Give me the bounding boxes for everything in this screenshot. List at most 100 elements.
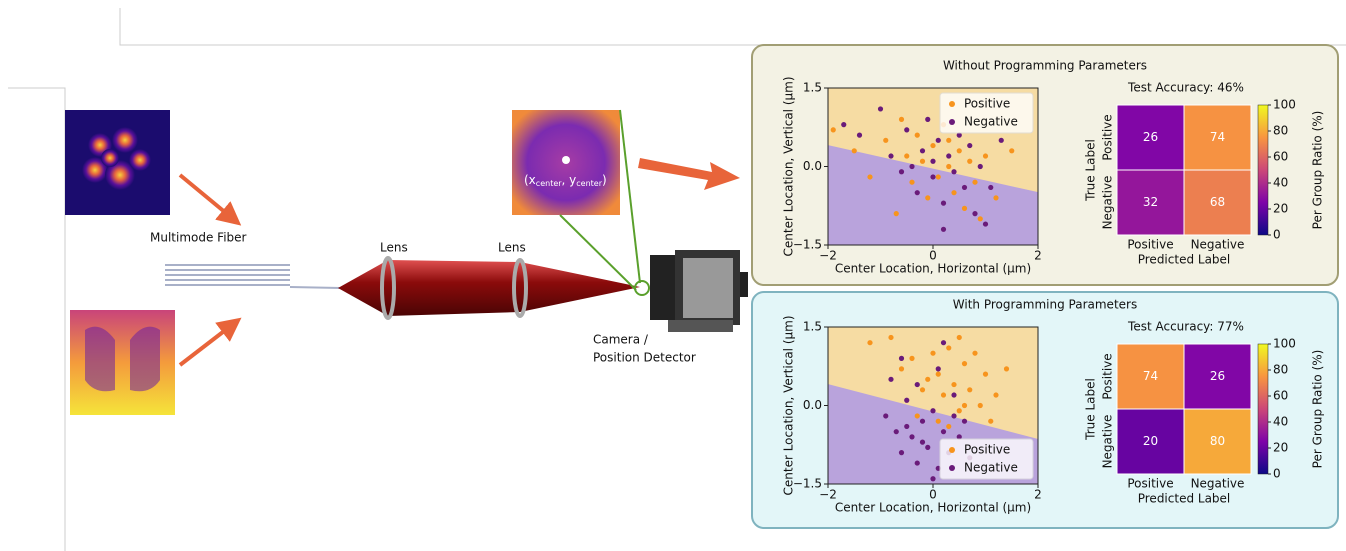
colorbar-label: Per Group Ratio (%) [1311, 111, 1325, 230]
x-tick-label: 2 [1034, 249, 1042, 263]
point [957, 335, 962, 340]
point [867, 174, 872, 179]
colorbar-tick-label: 40 [1273, 176, 1288, 190]
inset-label-part: ) [602, 173, 607, 187]
cell-label: 68 [1210, 195, 1225, 209]
legend-label: Negative [964, 115, 1018, 129]
legend-marker [949, 447, 955, 453]
point [904, 398, 909, 403]
point [962, 185, 967, 190]
point [915, 413, 920, 418]
point [972, 211, 977, 216]
colorbar [1258, 344, 1268, 474]
cell-label: 20 [1143, 434, 1158, 448]
inset-label-part: (x [524, 173, 536, 187]
y-tick-label: −1.5 [793, 238, 822, 252]
point [936, 419, 941, 424]
point [951, 169, 956, 174]
point [957, 408, 962, 413]
point [904, 127, 909, 132]
point [899, 450, 904, 455]
point [978, 164, 983, 169]
colorbar-tick-label: 0 [1273, 228, 1281, 242]
point [936, 366, 941, 371]
point [831, 127, 836, 132]
point [962, 419, 967, 424]
fiber-bundle [165, 265, 340, 288]
row-label: Negative [1101, 415, 1115, 469]
point [946, 164, 951, 169]
center-dot [562, 156, 570, 164]
point [915, 133, 920, 138]
matrix-xlabel: Predicted Label [1138, 253, 1231, 267]
y-axis-label: Center Location, Vertical (μm) [782, 315, 796, 495]
matrix-title: Test Accuracy: 77% [1127, 320, 1244, 334]
frame-line [120, 8, 1346, 45]
y-tick-label: 0.0 [803, 398, 822, 412]
big-arrow [638, 158, 740, 190]
point [946, 138, 951, 143]
col-label: Positive [1127, 477, 1173, 491]
legend-label: Positive [964, 443, 1010, 457]
colorbar-tick-label: 80 [1273, 363, 1288, 377]
matrix-ylabel: True Label [1084, 139, 1098, 202]
fiber-label: Multimode Fiber [150, 231, 247, 245]
legend-marker [949, 119, 955, 125]
y-tick-label: 0.0 [803, 159, 822, 173]
point [983, 221, 988, 226]
frame-line [8, 88, 65, 551]
point [988, 185, 993, 190]
point [878, 106, 883, 111]
colorbar [1258, 105, 1268, 235]
y-tick-label: 1.5 [803, 320, 822, 334]
point [867, 340, 872, 345]
x-tick-label: 0 [929, 488, 937, 502]
point [894, 429, 899, 434]
point [920, 159, 925, 164]
point [983, 372, 988, 377]
colorbar-tick-label: 60 [1273, 389, 1288, 403]
row-label: Negative [1101, 176, 1115, 230]
point [909, 180, 914, 185]
col-label: Positive [1127, 238, 1173, 252]
point [930, 351, 935, 356]
point [983, 153, 988, 158]
zoom-line [620, 110, 640, 283]
colorbar-tick-label: 20 [1273, 441, 1288, 455]
point [930, 159, 935, 164]
point [841, 122, 846, 127]
point [899, 117, 904, 122]
point [941, 201, 946, 206]
y-tick-label: −1.5 [793, 477, 822, 491]
point [920, 148, 925, 153]
colorbar-tick-label: 100 [1273, 98, 1296, 112]
point [993, 195, 998, 200]
cell-label: 26 [1143, 130, 1158, 144]
point [888, 377, 893, 382]
point [904, 424, 909, 429]
y-axis-label: Center Location, Vertical (μm) [782, 76, 796, 256]
point [951, 190, 956, 195]
camera [650, 250, 748, 332]
cell-label: 32 [1143, 195, 1158, 209]
legend-marker [949, 465, 955, 471]
arrow [180, 325, 232, 365]
point [999, 138, 1004, 143]
point [951, 392, 956, 397]
camera-label: Position Detector [593, 351, 696, 365]
point [946, 424, 951, 429]
cell-label: 80 [1210, 434, 1225, 448]
point [936, 174, 941, 179]
point [941, 227, 946, 232]
point [978, 403, 983, 408]
matrix-title: Test Accuracy: 46% [1127, 81, 1244, 95]
cell-label: 74 [1143, 369, 1158, 383]
point [925, 377, 930, 382]
point [904, 153, 909, 158]
point [920, 387, 925, 392]
colorbar-tick-label: 20 [1273, 202, 1288, 216]
point [941, 429, 946, 434]
point [936, 372, 941, 377]
point [972, 180, 977, 185]
point [941, 392, 946, 397]
